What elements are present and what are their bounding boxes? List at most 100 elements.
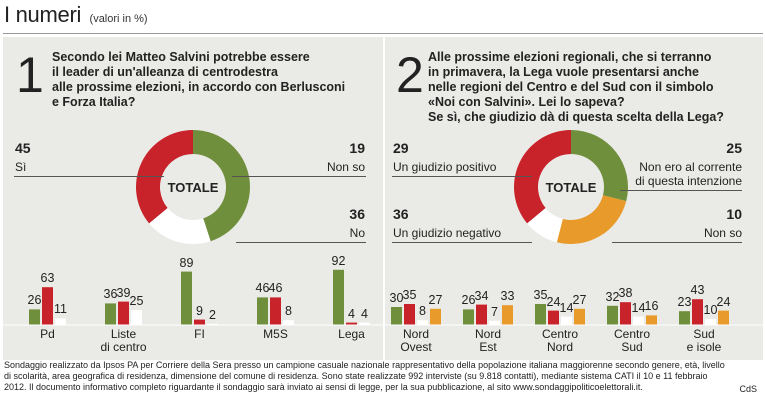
party-bar bbox=[181, 271, 192, 325]
party-category-line: Lega bbox=[338, 327, 365, 341]
region-bar bbox=[463, 309, 474, 325]
q2-leader-nonso bbox=[612, 242, 742, 243]
region-bar-value: 30 bbox=[389, 291, 404, 305]
party-bar bbox=[346, 322, 357, 325]
q2-text-line: Se sì, che giudizio dà di questa scelta … bbox=[428, 110, 724, 124]
region-bar bbox=[633, 316, 644, 325]
party-bar-value: 63 bbox=[40, 271, 55, 286]
party-bar-value: 4 bbox=[361, 306, 368, 321]
q1-donut-slice-1 bbox=[149, 208, 211, 244]
region-category-line: Nord bbox=[474, 327, 501, 341]
party-bar bbox=[333, 269, 344, 325]
region-bar bbox=[718, 310, 729, 325]
column-divider bbox=[383, 37, 385, 360]
q1-donut-slice-2 bbox=[136, 130, 193, 224]
region-bar-value: 26 bbox=[461, 293, 476, 308]
region-bar bbox=[417, 320, 428, 325]
q1-leader-si bbox=[14, 176, 164, 177]
region-bar-value: 10 bbox=[703, 303, 718, 317]
party-category-line: di centro bbox=[100, 340, 147, 354]
header: I numeri (valori in %) bbox=[4, 2, 148, 32]
party-category-line: Liste bbox=[110, 327, 137, 341]
region-bar bbox=[679, 311, 690, 325]
party-bar bbox=[283, 320, 294, 325]
region-bar bbox=[705, 319, 716, 325]
party-category-line: Pd bbox=[40, 327, 55, 341]
region-bar-value: 14 bbox=[631, 300, 646, 315]
q2-label-nonalcorrente: Non ero al corrente di questa intenzione bbox=[600, 160, 742, 188]
region-bar bbox=[535, 304, 546, 325]
region-category-line: Sud bbox=[693, 327, 715, 341]
region-category-label: Centro Nord bbox=[525, 328, 595, 354]
footer-line: Sondaggio realizzato da Ipsos PA per Cor… bbox=[4, 360, 725, 370]
q2-label-negativo: Un giudizio negativo bbox=[393, 226, 502, 240]
party-category-label: M5S bbox=[241, 328, 311, 341]
region-category-line: Centro bbox=[613, 327, 651, 341]
q2-number: 2 bbox=[396, 47, 424, 103]
region-bar bbox=[607, 305, 618, 325]
q2-value-nonalcorrente: 25 bbox=[726, 140, 742, 156]
q1-label-si: Sì bbox=[15, 160, 27, 174]
region-category-line: Ovest bbox=[400, 340, 432, 354]
region-bar bbox=[692, 299, 703, 325]
region-bar-value: 7 bbox=[491, 304, 498, 319]
party-bar-value: 4 bbox=[348, 306, 355, 321]
footer-note: Sondaggio realizzato da Ipsos PA per Cor… bbox=[4, 360, 744, 393]
q2-label-line: di questa intenzione bbox=[635, 174, 742, 188]
region-bar-value: 38 bbox=[618, 286, 633, 301]
region-category-label: Nord Ovest bbox=[381, 328, 451, 354]
q2-label-positivo: Un giudizio positivo bbox=[393, 160, 497, 174]
party-bar-value: 36 bbox=[103, 287, 118, 302]
party-bar-value: 39 bbox=[116, 285, 131, 300]
region-bar bbox=[561, 316, 572, 325]
q2-donut-slice-3 bbox=[514, 130, 571, 224]
page-title: I numeri bbox=[4, 2, 82, 27]
party-bar bbox=[194, 319, 205, 325]
region-category-line: Est bbox=[479, 340, 497, 354]
region-bar bbox=[430, 308, 441, 325]
q1-text-line: il leader di un'alleanza di centrodestra bbox=[52, 65, 278, 79]
party-bar-value: 46 bbox=[268, 281, 283, 296]
q1-leader-nonso bbox=[232, 176, 366, 177]
q2-value-nonso: 10 bbox=[726, 206, 742, 222]
region-bar bbox=[489, 320, 500, 325]
region-category-line: Nord bbox=[546, 340, 573, 354]
region-bar-value: 34 bbox=[474, 288, 489, 303]
q1-text: Secondo lei Matteo Salvini potrebbe esse… bbox=[52, 50, 345, 110]
q1-text-line: alle prossime elezioni, in accordo con B… bbox=[52, 80, 346, 94]
region-category-label: Nord Est bbox=[453, 328, 523, 354]
q1-value-no: 36 bbox=[349, 206, 365, 222]
region-bar bbox=[574, 308, 585, 325]
q1-text-line: Secondo lei Matteo Salvini potrebbe esse… bbox=[52, 50, 310, 64]
q2-value-positivo: 29 bbox=[393, 140, 409, 156]
q2-value-negativo: 36 bbox=[393, 206, 409, 222]
q2-text-line: in primavera, la Lega vuole presentarsi … bbox=[428, 65, 699, 79]
party-bar-value: 92 bbox=[331, 253, 346, 268]
region-category-line: Nord bbox=[402, 327, 429, 341]
q1-donut-slice-0 bbox=[193, 130, 250, 242]
page-subtitle: (valori in %) bbox=[89, 13, 148, 25]
q1-text-line: e Forza Italia? bbox=[52, 95, 136, 109]
party-bar-value: 26 bbox=[27, 293, 42, 308]
region-bar bbox=[404, 304, 415, 325]
region-bar-value: 32 bbox=[605, 289, 620, 304]
region-category-label: Sud e isole bbox=[669, 328, 739, 354]
q1-number: 1 bbox=[16, 47, 44, 103]
party-bar bbox=[257, 297, 268, 325]
party-category-label: Lega bbox=[317, 328, 387, 341]
region-category-label: Centro Sud bbox=[597, 328, 667, 354]
party-bar-value: 89 bbox=[179, 255, 194, 270]
region-bar bbox=[548, 310, 559, 325]
party-bar bbox=[55, 318, 66, 325]
credit: CdS bbox=[739, 384, 757, 394]
party-bar bbox=[131, 310, 142, 325]
region-bar-value: 27 bbox=[572, 292, 587, 307]
party-bar-value: 46 bbox=[255, 281, 270, 296]
region-bar-value: 24 bbox=[716, 294, 731, 309]
region-bar-value: 23 bbox=[677, 295, 692, 310]
region-bar-value: 35 bbox=[402, 288, 417, 302]
party-category-line: FI bbox=[194, 327, 205, 341]
q2-label-nonso: Non so bbox=[703, 226, 742, 240]
